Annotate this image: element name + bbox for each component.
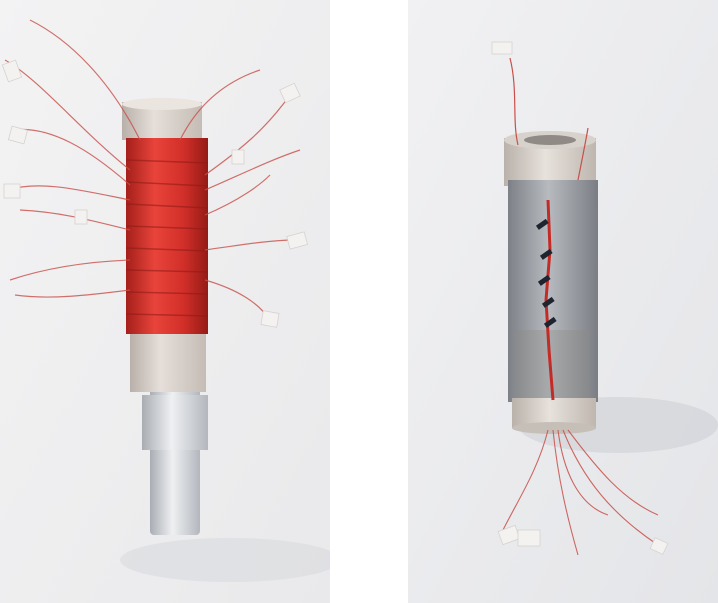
right-photo-panel xyxy=(408,0,718,603)
cap-top-face xyxy=(122,98,202,110)
coil-windings xyxy=(125,159,209,317)
bottom-wire-leads xyxy=(502,429,659,556)
shadow xyxy=(120,538,330,582)
cap-opening xyxy=(524,135,576,145)
left-photo xyxy=(0,0,330,603)
lower-plastic-body xyxy=(130,330,206,392)
tape-tab-top xyxy=(491,41,513,55)
copper-coil xyxy=(126,138,208,334)
right-photo xyxy=(408,0,718,603)
stitched-wires xyxy=(535,199,557,401)
aluminum-collar xyxy=(142,395,208,450)
bottom-tape-tabs xyxy=(497,524,669,555)
top-wire-lead xyxy=(509,57,519,146)
metal-sleeve xyxy=(508,180,598,402)
left-photo-panel xyxy=(0,0,330,603)
top-wire-lead-2 xyxy=(577,127,589,181)
cap-bottom-face xyxy=(512,422,596,434)
tape-tabs xyxy=(1,59,308,328)
